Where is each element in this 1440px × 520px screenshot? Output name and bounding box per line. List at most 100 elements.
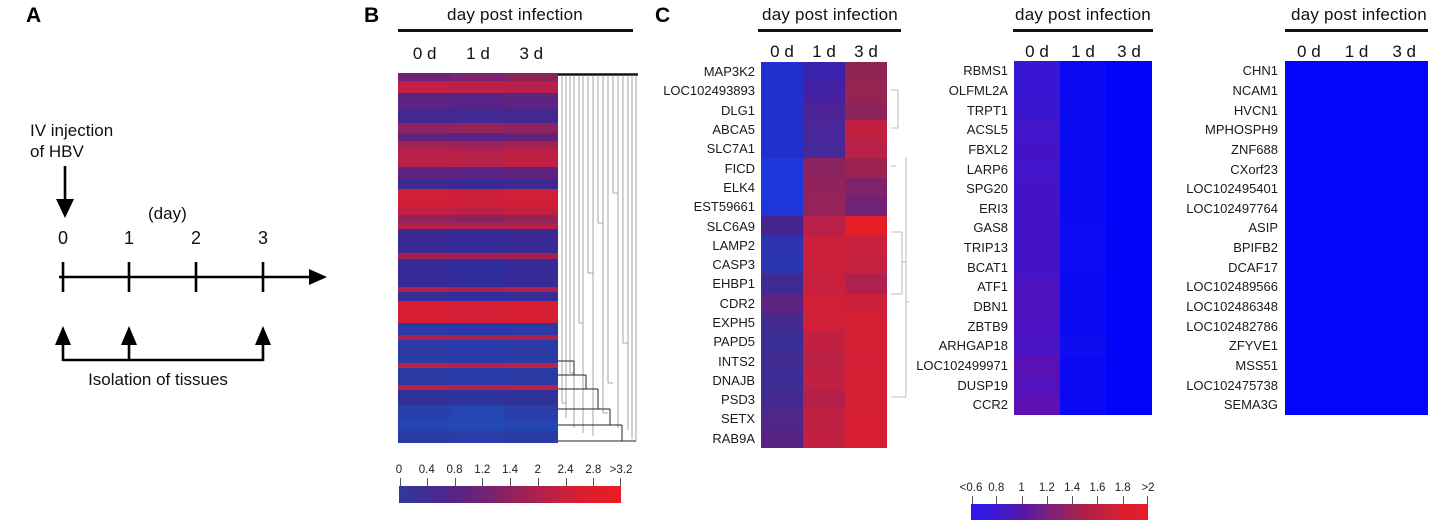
gene-row-cells xyxy=(761,139,887,159)
c3-col-3d: 3 d xyxy=(1392,42,1416,61)
gene-label: GAS8 xyxy=(973,220,1008,236)
gene-row-cells xyxy=(1285,159,1429,179)
gene-label: ELK4 xyxy=(723,179,755,195)
heatmap-cell xyxy=(845,312,887,333)
heatmap-cell xyxy=(761,235,803,255)
gene-row: FICD xyxy=(633,158,887,178)
gene-label: DBN1 xyxy=(973,299,1008,314)
colorbar-tick xyxy=(1072,496,1074,504)
gene-row: LOC102497764 xyxy=(1172,198,1429,219)
colorbar-tick xyxy=(1147,496,1148,504)
heatmap-cell xyxy=(398,149,452,167)
gene-row: LOC102499971 xyxy=(900,355,1152,376)
heatmap-cell xyxy=(1106,178,1152,199)
heatmap-cell xyxy=(504,368,558,385)
heatmap-cell xyxy=(803,409,845,429)
heatmap-cell xyxy=(845,62,887,82)
colorbar-label: 0.4 xyxy=(418,464,435,476)
heatmap-cell xyxy=(504,253,558,259)
heatmap-cell xyxy=(1106,316,1152,336)
heatmap-cell xyxy=(451,73,505,81)
heatmap-cell xyxy=(451,335,505,340)
heatmap-cell xyxy=(398,340,452,363)
heatmap-cell xyxy=(451,229,505,253)
heatmap-cell xyxy=(1060,257,1106,278)
heatmap-cell xyxy=(1285,159,1333,179)
heatmap-cell xyxy=(504,109,558,123)
heatmap-cell xyxy=(845,254,887,275)
gene-label: SPG20 xyxy=(966,181,1008,197)
heatmap-cell xyxy=(1332,80,1381,101)
heatmap-cell xyxy=(761,312,803,333)
heatmap-cell xyxy=(1014,237,1060,258)
heatmap-cell xyxy=(1106,80,1152,101)
colorbar-tick xyxy=(565,478,567,486)
heatmap-cell xyxy=(761,177,803,198)
heatmap-cell xyxy=(398,167,452,179)
b-heatmap-band xyxy=(398,189,558,207)
gene-row: CCR2 xyxy=(900,394,1152,415)
up-arrow-icon xyxy=(55,326,71,345)
gene-row: PAPD5 xyxy=(633,332,887,352)
heatmap-cell xyxy=(1060,100,1106,120)
gene-row: LOC102489566 xyxy=(1172,277,1429,297)
heatmap-cell xyxy=(451,179,505,189)
right-arrow-icon xyxy=(309,269,327,285)
isolation-label: Isolation of tissues xyxy=(88,370,228,389)
gene-row: ACSL5 xyxy=(900,119,1152,140)
heatmap-cell xyxy=(451,189,505,207)
heatmap-cell xyxy=(1285,277,1333,297)
heatmap-cell xyxy=(1332,355,1381,376)
colorbar-tick xyxy=(537,478,539,486)
heatmap-cell xyxy=(1380,237,1429,258)
heatmap-cell xyxy=(1014,375,1060,395)
colorbar-tick xyxy=(996,496,998,504)
gene-label: INTS2 xyxy=(718,353,755,369)
heatmap-cell xyxy=(504,385,558,390)
heatmap-cell xyxy=(504,323,558,335)
gene-row-cells xyxy=(1014,237,1152,258)
heatmap-cell xyxy=(398,141,452,149)
heatmap-cell xyxy=(451,141,505,149)
gene-label: ARHGAP18 xyxy=(938,338,1008,354)
heatmap-cell xyxy=(1106,375,1152,395)
gene-row-cells xyxy=(1014,218,1152,238)
heatmap-cell xyxy=(504,179,558,189)
gene-row-cells xyxy=(1285,139,1429,160)
heatmap-cell xyxy=(1014,100,1060,120)
heatmap-cell xyxy=(1332,100,1381,120)
heatmap-cell xyxy=(1014,394,1060,415)
heatmap-cell xyxy=(504,431,558,443)
heatmap-cell xyxy=(761,254,803,275)
colorbar-tick xyxy=(426,478,428,486)
gene-row-cells xyxy=(1014,375,1152,395)
gene-row-cells xyxy=(1014,119,1152,140)
gene-row-cells xyxy=(1285,237,1429,258)
heatmap-cell xyxy=(1014,119,1060,140)
heatmap-cell xyxy=(1285,80,1333,101)
gene-row-cells xyxy=(1014,139,1152,160)
heatmap-cell xyxy=(398,385,452,390)
b-heatmap-band xyxy=(398,335,558,340)
heatmap-cell xyxy=(1060,277,1106,297)
heatmap-cell xyxy=(451,301,505,323)
gene-row-cells xyxy=(1014,178,1152,199)
heatmap-cell xyxy=(398,405,452,419)
colorbar-label: 0 xyxy=(395,464,403,476)
colorbar-label: <0.6 xyxy=(959,482,983,494)
timeline-tick-3: 3 xyxy=(257,228,268,248)
gene-label: DCAF17 xyxy=(1228,259,1278,275)
injection-label-line1: IV injection xyxy=(30,121,114,140)
gene-label: RBMS1 xyxy=(963,63,1008,79)
gene-row: ZBTB9 xyxy=(900,316,1152,336)
heatmap-cell xyxy=(398,223,452,229)
heatmap-cell xyxy=(1332,277,1381,297)
gene-row-cells xyxy=(1014,100,1152,120)
heatmap-cell xyxy=(803,197,845,217)
panel-b-dendrogram xyxy=(558,73,638,442)
gene-row-cells xyxy=(1285,375,1429,395)
heatmap-cell xyxy=(504,223,558,229)
heatmap-cell xyxy=(1106,61,1152,81)
heatmap-cell xyxy=(1106,100,1152,120)
c2-col-3d: 3 d xyxy=(1117,42,1141,61)
